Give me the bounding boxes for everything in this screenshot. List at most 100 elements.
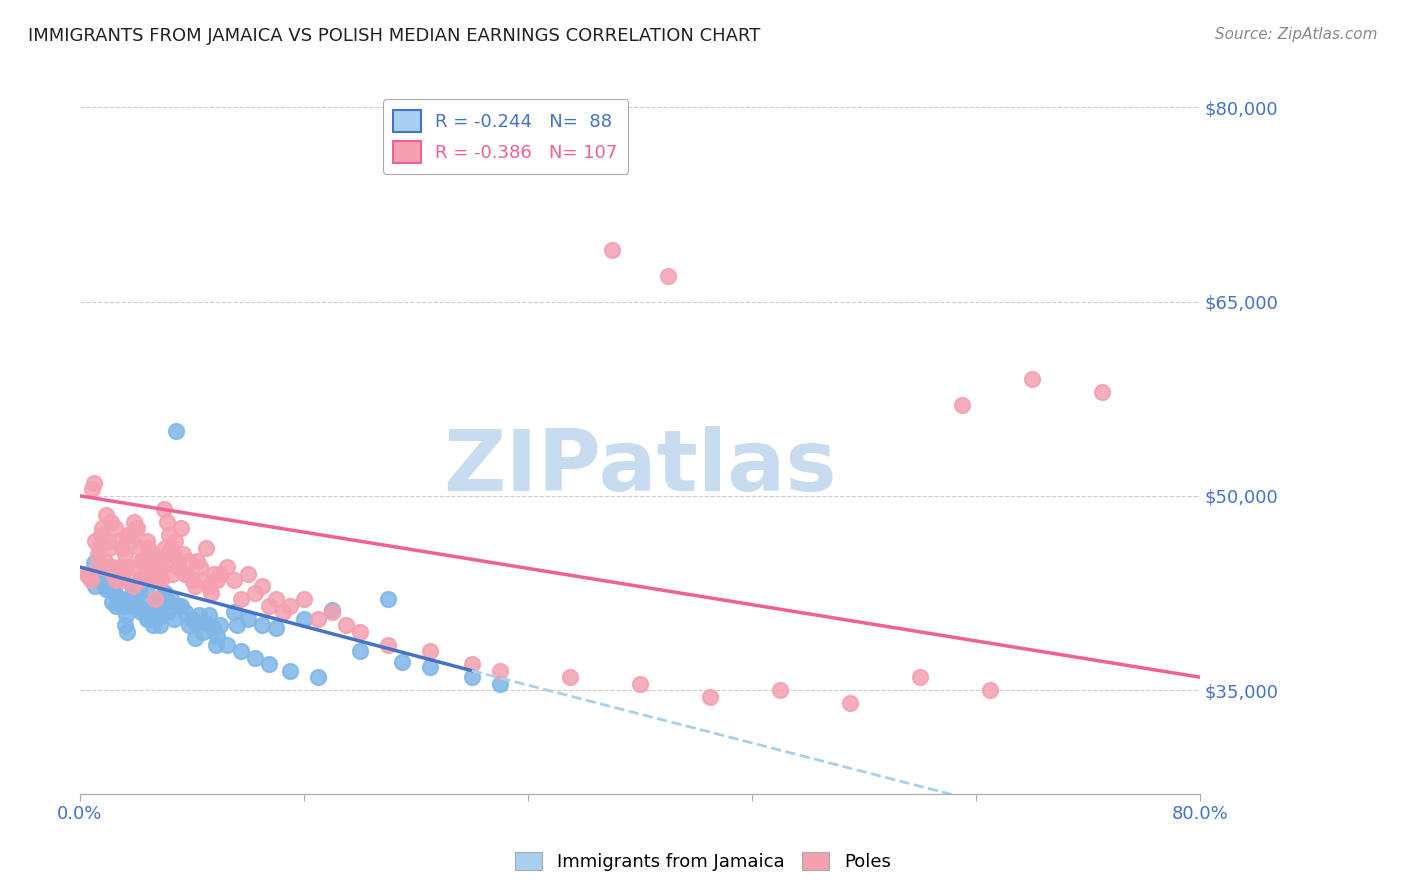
Text: IMMIGRANTS FROM JAMAICA VS POLISH MEDIAN EARNINGS CORRELATION CHART: IMMIGRANTS FROM JAMAICA VS POLISH MEDIAN… <box>28 27 761 45</box>
Point <box>1091 385 1114 400</box>
Point <box>163 612 186 626</box>
Point <box>166 560 188 574</box>
Point <box>87 547 110 561</box>
Point <box>173 566 195 581</box>
Point <box>125 521 148 535</box>
Point <box>148 566 170 581</box>
Legend: R = -0.244   N=  88, R = -0.386   N= 107: R = -0.244 N= 88, R = -0.386 N= 107 <box>382 99 628 174</box>
Point <box>114 547 136 561</box>
Point <box>77 569 100 583</box>
Point <box>80 573 103 587</box>
Point <box>229 592 252 607</box>
Point <box>148 592 170 607</box>
Point <box>278 599 301 613</box>
Point <box>114 618 136 632</box>
Point <box>159 527 181 541</box>
Point <box>103 566 125 581</box>
Point <box>215 560 238 574</box>
Point <box>243 586 266 600</box>
Text: Source: ZipAtlas.com: Source: ZipAtlas.com <box>1215 27 1378 42</box>
Point <box>138 541 160 555</box>
Text: ZIPatlas: ZIPatlas <box>443 425 837 508</box>
Point <box>127 586 149 600</box>
Point <box>136 534 159 549</box>
Point <box>156 595 179 609</box>
Point <box>129 541 152 555</box>
Point <box>186 553 208 567</box>
Point <box>156 515 179 529</box>
Point <box>143 566 166 581</box>
Point <box>264 592 287 607</box>
Point <box>264 621 287 635</box>
Point <box>105 573 128 587</box>
Point <box>201 621 224 635</box>
Point <box>307 612 329 626</box>
Point <box>125 579 148 593</box>
Point <box>149 618 172 632</box>
Point <box>86 566 108 581</box>
Point <box>86 560 108 574</box>
Point <box>98 577 121 591</box>
Point <box>183 579 205 593</box>
Point <box>124 515 146 529</box>
Point <box>83 556 105 570</box>
Point <box>111 541 134 555</box>
Point <box>118 592 141 607</box>
Point <box>488 664 510 678</box>
Point <box>197 579 219 593</box>
Point <box>87 566 110 581</box>
Point <box>117 624 139 639</box>
Point <box>461 657 484 672</box>
Point <box>139 566 162 581</box>
Point <box>122 599 145 613</box>
Point <box>236 566 259 581</box>
Point <box>142 618 165 632</box>
Point <box>132 553 155 567</box>
Point <box>112 599 135 613</box>
Point <box>138 612 160 626</box>
Point <box>145 603 167 617</box>
Point <box>108 564 131 578</box>
Point <box>115 607 138 622</box>
Point <box>89 541 111 555</box>
Point <box>184 615 207 630</box>
Point <box>229 644 252 658</box>
Point <box>222 573 245 587</box>
Point <box>117 527 139 541</box>
Point <box>152 560 174 574</box>
Point <box>349 644 371 658</box>
Point <box>204 638 226 652</box>
Point <box>699 690 721 704</box>
Point <box>162 566 184 581</box>
Point <box>321 603 343 617</box>
Point <box>91 573 114 587</box>
Point <box>142 547 165 561</box>
Point <box>558 670 581 684</box>
Point <box>657 268 679 283</box>
Point <box>129 573 152 587</box>
Point <box>194 615 217 630</box>
Point <box>149 553 172 567</box>
Point <box>115 560 138 574</box>
Point <box>104 586 127 600</box>
Point <box>110 592 132 607</box>
Point <box>153 586 176 600</box>
Point <box>628 676 651 690</box>
Point <box>208 618 231 632</box>
Point <box>139 595 162 609</box>
Point <box>838 696 860 710</box>
Point <box>250 579 273 593</box>
Point <box>128 582 150 596</box>
Point <box>169 599 191 613</box>
Point <box>82 483 104 497</box>
Point <box>98 541 121 555</box>
Point <box>118 527 141 541</box>
Point <box>292 612 315 626</box>
Point <box>97 534 120 549</box>
Point <box>107 534 129 549</box>
Point <box>150 573 173 587</box>
Point <box>157 606 180 620</box>
Point <box>132 603 155 617</box>
Point <box>83 475 105 490</box>
Point <box>134 569 156 583</box>
